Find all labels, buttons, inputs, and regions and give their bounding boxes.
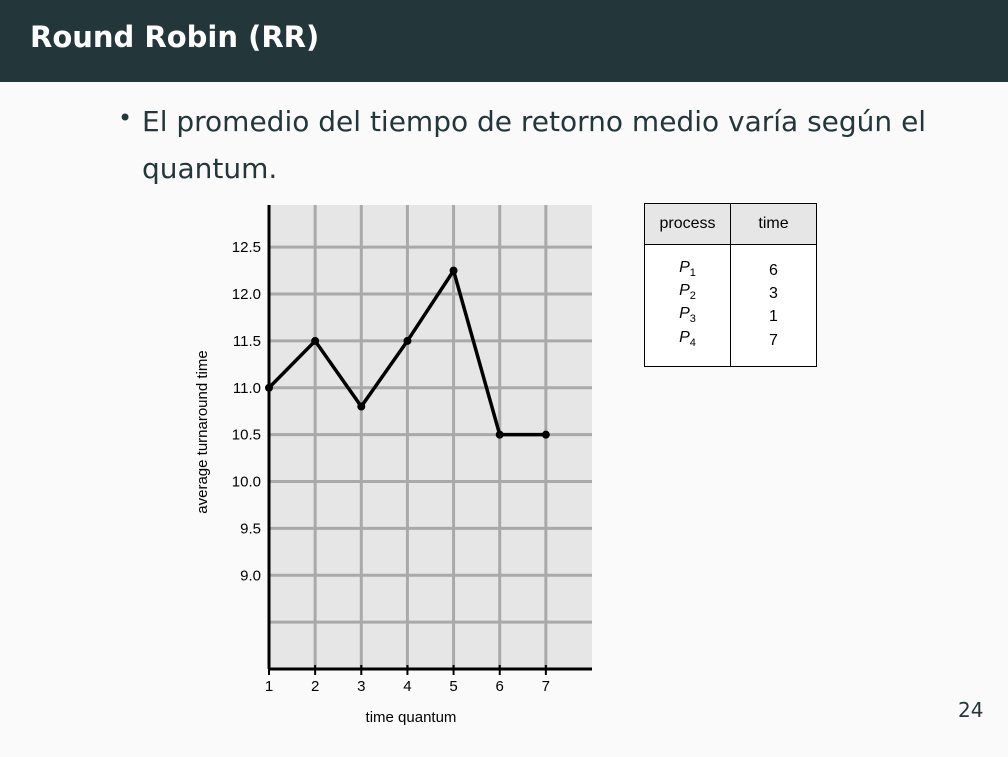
turnaround-chart: 9.0 9.5 10.0 10.5 11.0 11.5 12.0 12.5 1 2 3 4 5 6 7 tim…: [194, 205, 592, 726]
process-time: 7: [730, 328, 817, 367]
process-name: P1: [644, 244, 731, 283]
plot-area: [269, 205, 592, 669]
page-number: 24: [958, 698, 984, 722]
y-tick-label: 9.5: [240, 520, 261, 537]
bullet-marker: •: [118, 104, 133, 132]
process-name: P3: [644, 305, 731, 329]
x-axis-label: time quantum: [366, 709, 457, 726]
x-tick-label: 5: [449, 678, 457, 695]
data-point: [541, 430, 550, 439]
x-tick-label: 2: [311, 678, 319, 695]
data-point: [449, 266, 458, 275]
y-tick-label: 12.5: [232, 239, 261, 256]
table-row: P2 3: [644, 282, 817, 306]
process-time: 1: [730, 305, 817, 329]
process-table: process time P1 6 P2 3 P3 1 P4 7: [644, 203, 817, 367]
y-tick-label: 10.5: [232, 427, 261, 444]
y-tick-label: 11.5: [233, 333, 261, 350]
y-tick-label: 10.0: [232, 474, 261, 491]
x-tick-label: 7: [542, 678, 550, 695]
process-time: 3: [730, 282, 817, 306]
title-bar: Round Robin (RR): [0, 0, 1008, 82]
data-point: [311, 336, 320, 345]
x-tick-label: 6: [496, 678, 504, 695]
y-tick-label: 12.0: [232, 286, 261, 303]
x-tick-label: 1: [265, 678, 273, 695]
process-name: P4: [644, 328, 731, 367]
x-tick-label: 3: [357, 678, 365, 695]
data-point: [357, 402, 366, 411]
data-point: [403, 336, 412, 345]
data-point: [495, 430, 504, 439]
y-tick-label: 9.0: [240, 567, 261, 584]
bullet-text: El promedio del tiempo de retorno medio …: [142, 105, 927, 185]
slide-title: Round Robin (RR): [30, 20, 320, 54]
table-row: P3 1: [644, 305, 817, 329]
table-header-time: time: [730, 203, 817, 245]
table-row: P4 7: [644, 328, 817, 367]
y-tick-label: 11.0: [233, 380, 261, 397]
x-tick-label: 4: [403, 678, 411, 695]
table-header-process: process: [644, 203, 731, 245]
table-row: P1 6: [644, 244, 817, 283]
y-axis-label: average turnaround time: [194, 350, 211, 513]
data-point: [265, 383, 273, 392]
process-name: P2: [644, 282, 731, 306]
process-time: 6: [730, 244, 817, 283]
